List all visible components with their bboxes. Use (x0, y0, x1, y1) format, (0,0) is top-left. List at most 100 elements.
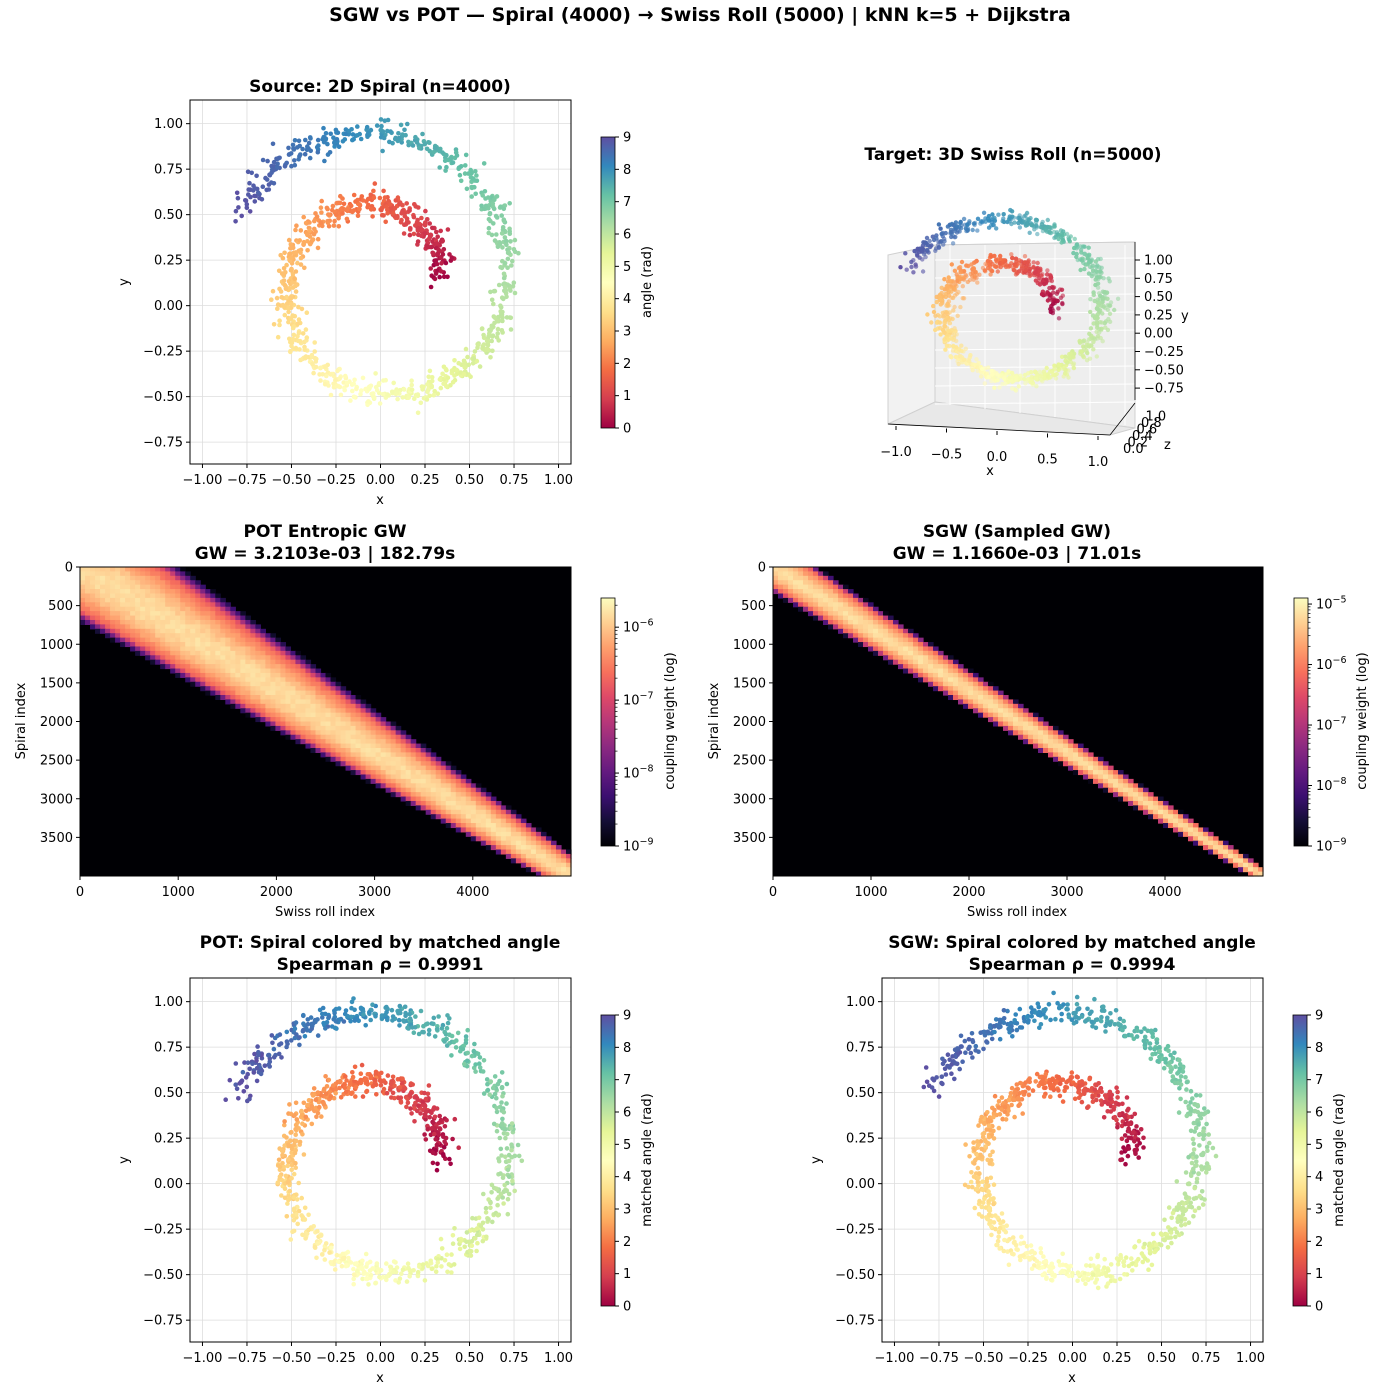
heatmap-cell (385, 761, 392, 767)
heatmap-cell (305, 734, 312, 740)
spiral-point (501, 217, 507, 222)
spiral-point (308, 136, 313, 141)
heatmap-cell (445, 761, 452, 767)
heatmap-cell (205, 690, 211, 696)
heatmap-cell (225, 637, 231, 643)
heatmap-cell (315, 690, 322, 696)
heatmap-cell (465, 792, 472, 798)
heatmap-cell (545, 862, 552, 868)
heatmap-cell (260, 628, 266, 634)
heatmap-cell (788, 580, 794, 586)
heatmap-cell (355, 734, 362, 740)
heatmap-cell (1133, 800, 1139, 806)
heatmap-cell (320, 752, 327, 758)
heatmap-cell (878, 615, 884, 621)
heatmap-cell (390, 792, 397, 798)
heatmap-cell (350, 770, 357, 776)
heatmap-cell (1193, 836, 1199, 842)
spiral-point (282, 282, 288, 288)
spiral-point (236, 205, 241, 210)
heatmap-cell (818, 575, 824, 581)
heatmap-cell (470, 818, 477, 824)
heatmap-cell (320, 699, 327, 705)
heatmap-cell (145, 597, 151, 603)
heatmap-cell (355, 747, 362, 753)
heatmap-cell (1058, 739, 1064, 745)
heatmap-cell (300, 703, 307, 709)
heatmap-cell (355, 730, 362, 736)
heatmap-cell (110, 567, 116, 573)
heatmap-cell (530, 862, 537, 868)
spiral-point (431, 392, 437, 398)
heatmap-cell (95, 589, 101, 595)
heatmap-cell (1053, 756, 1059, 762)
y-tick-label: 0.75 (154, 163, 183, 178)
heatmap-cell (220, 633, 226, 639)
heatmap-cell (345, 752, 352, 758)
heatmap-cell (130, 611, 136, 617)
heatmap-cell (220, 677, 226, 683)
heatmap-cell (828, 597, 834, 603)
spiral-point (409, 382, 415, 388)
heatmap-cell (425, 778, 432, 784)
heatmap-cell (240, 655, 246, 661)
y-tick-label: 1000 (733, 638, 766, 653)
heatmap-cell (325, 725, 332, 731)
spiral-point (298, 228, 304, 233)
heatmap-cell (1123, 792, 1129, 798)
heatmap-cell (280, 655, 287, 661)
heatmap-cell (440, 818, 447, 824)
heatmap-cell (485, 845, 492, 851)
heatmap-cell (430, 774, 437, 780)
spiral-point (371, 395, 377, 400)
swissroll-point (1012, 263, 1018, 269)
heatmap-cell (185, 659, 191, 665)
heatmap-cell (435, 756, 442, 762)
heatmap-cell (165, 642, 171, 648)
heatmap-cell (550, 853, 557, 859)
swissroll-point (1091, 339, 1096, 345)
heatmap-cell (425, 765, 432, 771)
spiral-point (500, 330, 505, 335)
heatmap-cell (210, 681, 216, 687)
heatmap-cell (1108, 770, 1114, 776)
heatmap-cell (335, 721, 342, 727)
heatmap-cell (390, 747, 397, 753)
heatmap-cell (320, 743, 327, 749)
swissroll-point (988, 272, 993, 277)
heatmap-cell (150, 646, 156, 652)
heatmap-cell (275, 668, 282, 674)
heatmap-cell (200, 597, 206, 603)
heatmap-cell (450, 787, 457, 793)
spiral-point (309, 352, 315, 358)
heatmap-cell (485, 805, 492, 811)
heatmap-cell (923, 650, 929, 656)
spiral-point (495, 331, 501, 336)
heatmap-cell (778, 589, 784, 595)
spiral-point (344, 216, 350, 222)
heatmap-cell (195, 659, 201, 665)
swissroll-point (1095, 307, 1101, 312)
heatmap-cell (205, 619, 211, 625)
heatmap-cell (948, 659, 954, 665)
heatmap-cell (235, 681, 241, 687)
heatmap-cell (1208, 831, 1214, 837)
spiral-point (469, 194, 475, 199)
heatmap-cell (190, 575, 196, 581)
spiral-point (293, 289, 299, 294)
heatmap-cell (400, 730, 407, 736)
heatmap-cell (908, 650, 914, 656)
heatmap-cell (230, 642, 236, 648)
swissroll-point (980, 265, 986, 271)
heatmap-cell (1013, 730, 1019, 736)
spiral-point (480, 346, 486, 351)
heatmap-cell (225, 642, 231, 648)
heatmap-cell (110, 589, 116, 595)
heatmap-cell (305, 717, 312, 723)
heatmap-cell (1023, 730, 1029, 736)
colorbar-tick-label: 10−5 (1316, 595, 1347, 613)
heatmap-cell (345, 765, 352, 771)
spiral-point (494, 232, 499, 237)
spiral-point (355, 213, 361, 218)
heatmap-cell (85, 597, 91, 603)
